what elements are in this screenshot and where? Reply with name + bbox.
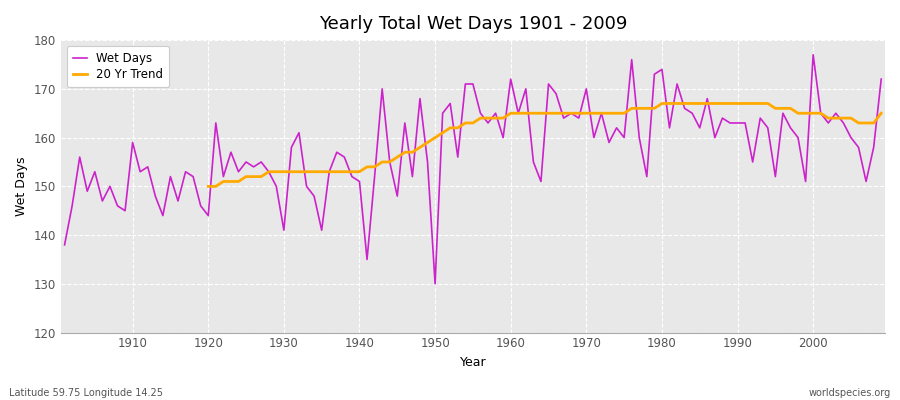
Wet Days (604, 140, 615, 145)
Wet Days (331, 150, 342, 155)
20 Yr Trend (876, 111, 886, 116)
20 Yr Trend (680, 101, 690, 106)
20 Yr Trend (656, 101, 667, 106)
Line: 20 Yr Trend: 20 Yr Trend (208, 104, 881, 186)
Line: Wet Days: Wet Days (65, 55, 881, 284)
Legend: Wet Days, 20 Yr Trend: Wet Days, 20 Yr Trend (67, 46, 169, 87)
Wet Days (808, 52, 819, 57)
20 Yr Trend (293, 169, 304, 174)
Wet Days (120, 208, 130, 213)
Title: Yearly Total Wet Days 1901 - 2009: Yearly Total Wet Days 1901 - 2009 (319, 15, 627, 33)
Y-axis label: Wet Days: Wet Days (15, 156, 28, 216)
Text: worldspecies.org: worldspecies.org (809, 388, 891, 398)
20 Yr Trend (785, 106, 796, 111)
Wet Days (429, 282, 440, 286)
20 Yr Trend (770, 106, 781, 111)
Text: Latitude 59.75 Longitude 14.25: Latitude 59.75 Longitude 14.25 (9, 388, 163, 398)
20 Yr Trend (853, 120, 864, 125)
20 Yr Trend (202, 184, 213, 189)
20 Yr Trend (407, 150, 418, 155)
Wet Days (513, 111, 524, 116)
Wet Days (59, 242, 70, 247)
Wet Days (876, 77, 886, 82)
X-axis label: Year: Year (460, 356, 486, 369)
Wet Days (286, 145, 297, 150)
Wet Days (505, 77, 516, 82)
